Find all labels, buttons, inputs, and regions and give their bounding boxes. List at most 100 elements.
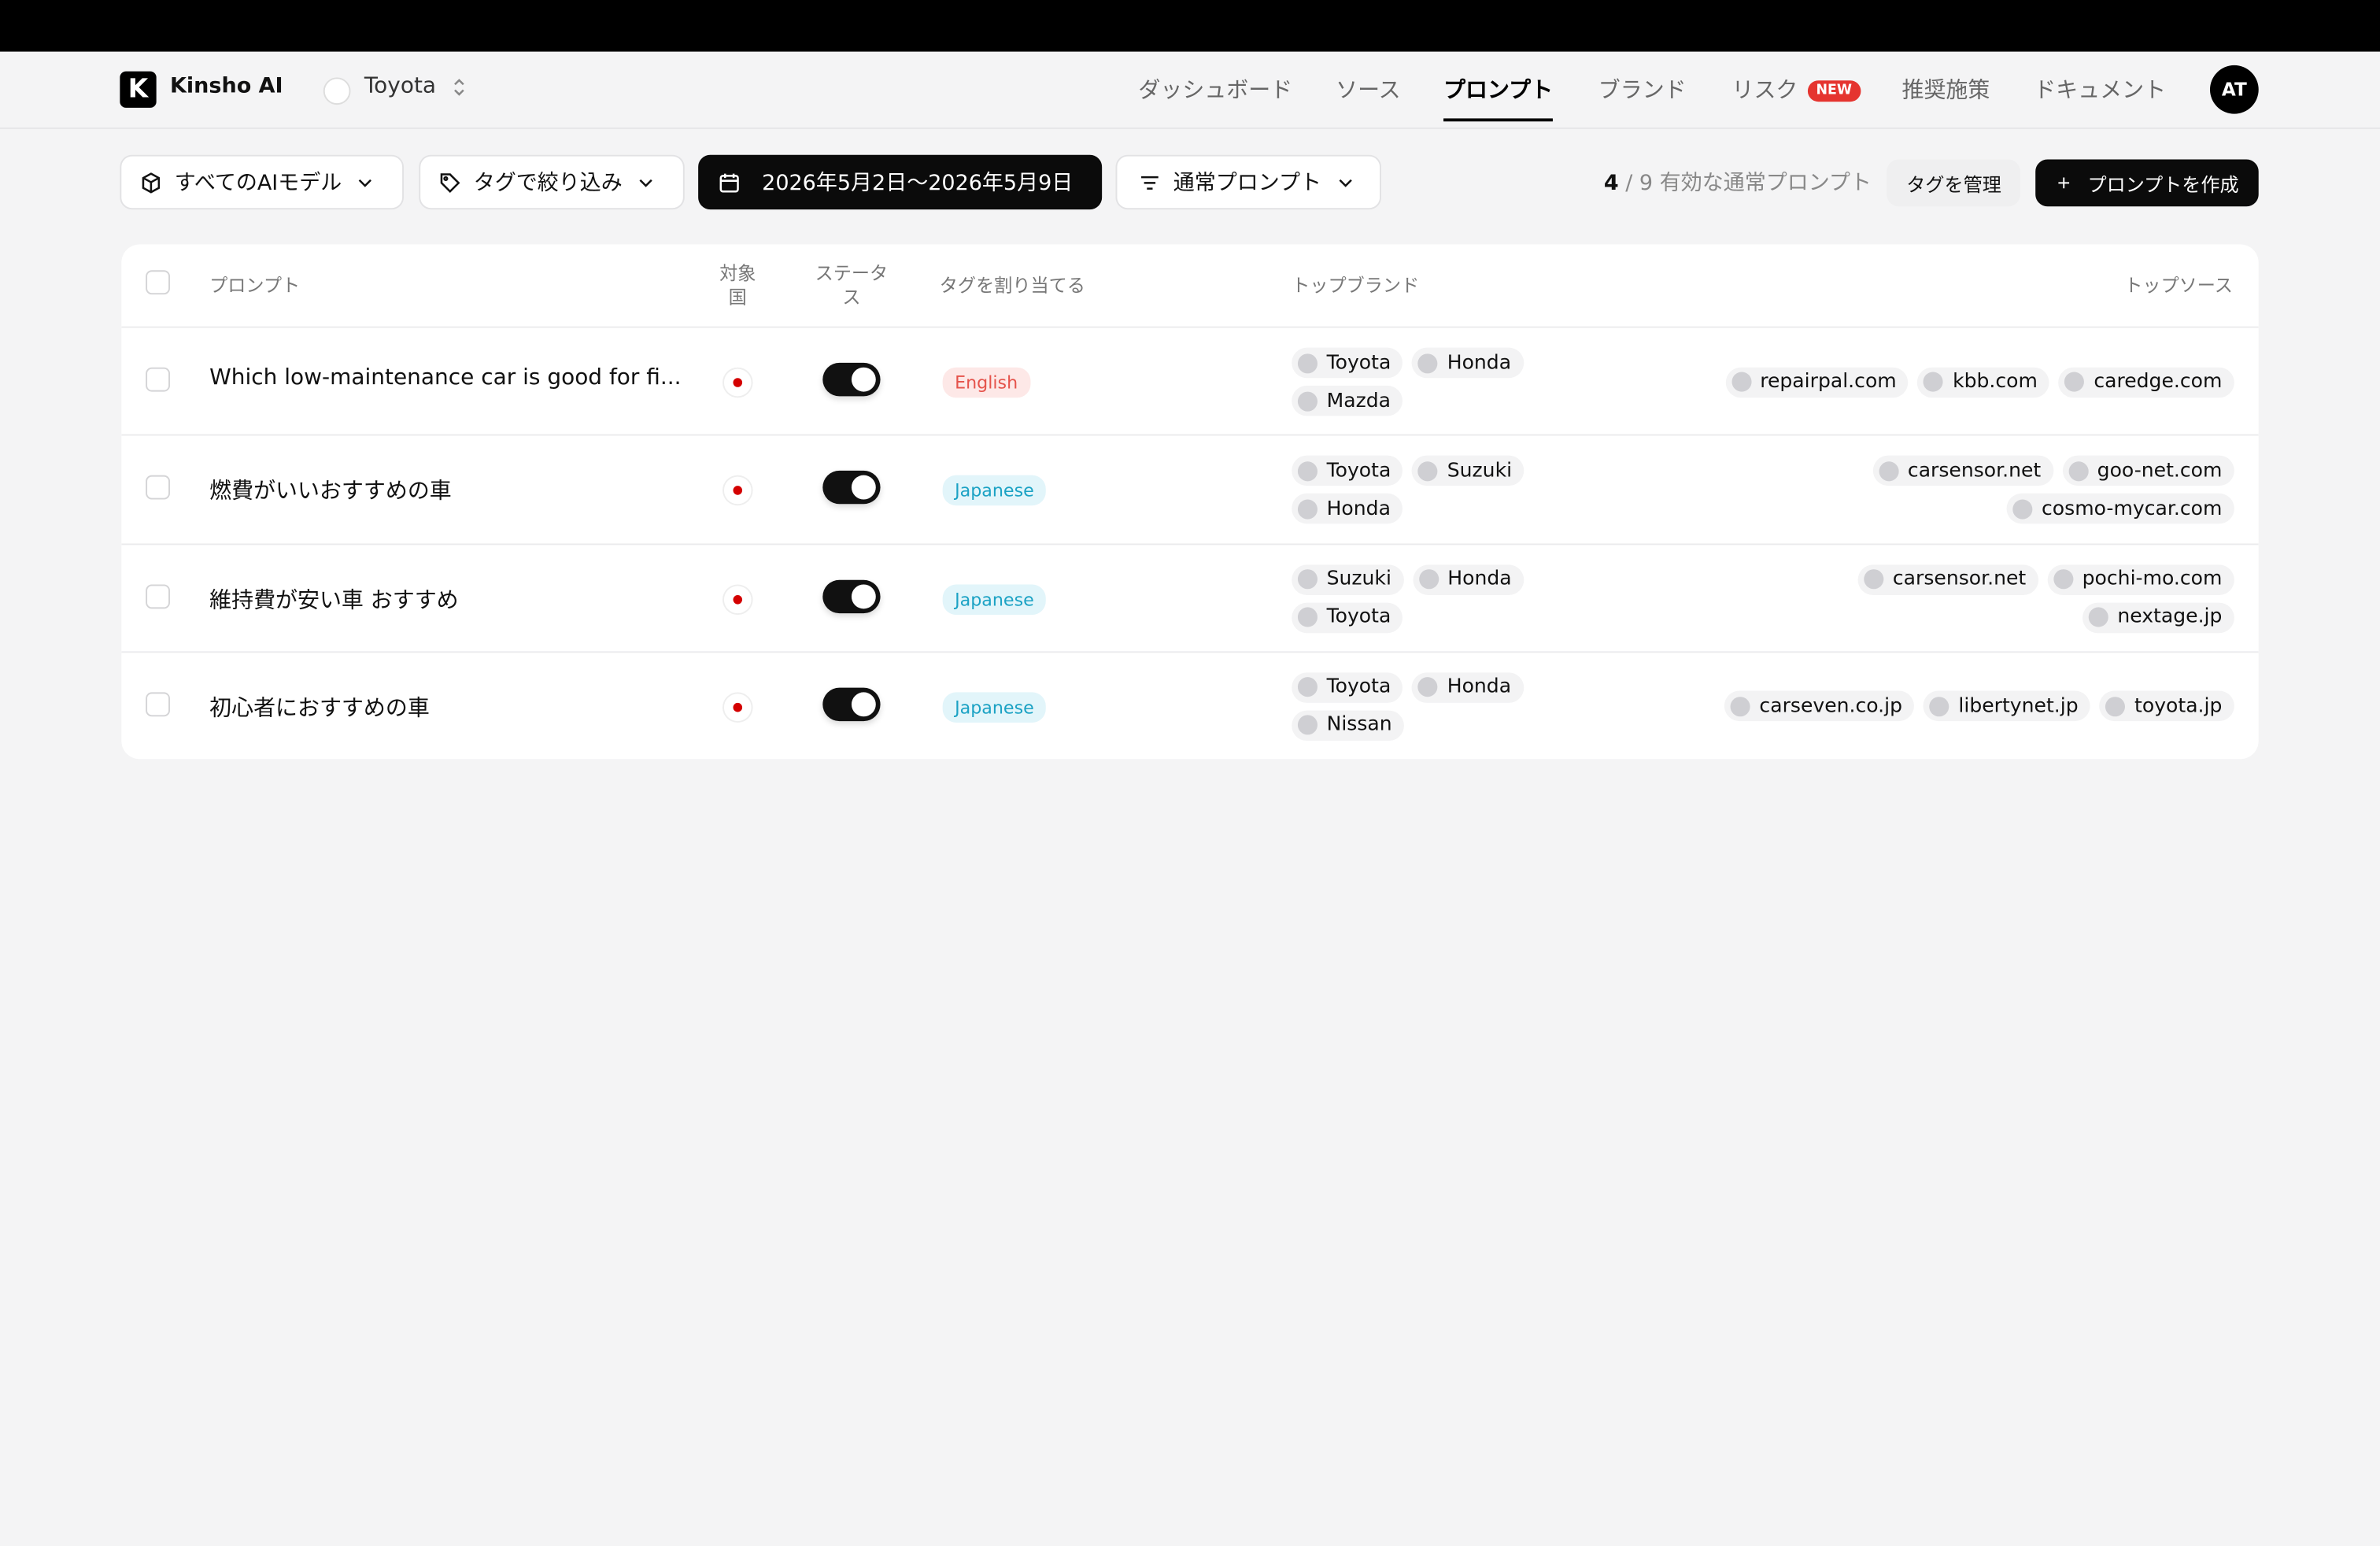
- source-name: pochi-mo.com: [2082, 568, 2223, 591]
- button-label: 2026年5月2日〜2026年5月9日: [762, 171, 1074, 196]
- country-flag: [723, 693, 752, 721]
- nav-label: ソース: [1336, 79, 1401, 104]
- status-toggle[interactable]: [822, 579, 881, 613]
- status-toggle[interactable]: [822, 471, 881, 505]
- nav-label: 推奨施策: [1901, 79, 1990, 104]
- row-checkbox[interactable]: [146, 692, 170, 717]
- toggle-knob: [851, 367, 876, 392]
- tag-icon: [440, 172, 460, 193]
- source-chip: kbb.com: [1917, 366, 2050, 398]
- source-icon: [1731, 372, 1751, 392]
- source-name: toyota.jp: [2134, 695, 2223, 719]
- chevron-icon: [639, 178, 652, 187]
- source-icon: [2064, 372, 2085, 392]
- column-header: トップソース: [2124, 275, 2233, 297]
- source-chip: caredge.com: [2058, 366, 2234, 398]
- nav-link[interactable]: ソース: [1336, 73, 1401, 105]
- source-name: cosmo-mycar.com: [2042, 497, 2223, 521]
- column-header: タグを割り当てる: [939, 275, 1085, 297]
- chevron-icon: [359, 178, 372, 187]
- count-label: 有効な通常プロンプト: [1659, 171, 1872, 196]
- brand-icon: [1297, 569, 1318, 590]
- header: K Kinsho AI Toyota ダッシュボード ソース プロンプト ブランド リスク NE…: [0, 52, 2380, 129]
- brand-chip: Nissan: [1292, 710, 1405, 741]
- country-flag: [723, 368, 752, 397]
- brand-name: Suzuki: [1326, 568, 1391, 591]
- brand-chip: Mazda: [1292, 385, 1403, 416]
- brand-chip: Toyota: [1292, 672, 1403, 703]
- column-header: トップブランド: [1292, 275, 1420, 297]
- nav-link[interactable]: ダッシュボード: [1138, 73, 1292, 105]
- source-name: libertynet.jp: [1958, 695, 2079, 719]
- source-icon: [2012, 499, 2033, 520]
- filter-icon: [1141, 175, 1159, 189]
- source-chip: carsensor.net: [1872, 456, 2053, 486]
- prompt-text: Which low-maintenance car is good for fi…: [209, 365, 682, 390]
- prompt-text: 維持費が安い車 おすすめ: [209, 588, 459, 613]
- create-prompt-button[interactable]: プロンプトを作成: [2035, 159, 2259, 207]
- source-chip: repairpal.com: [1724, 366, 1909, 398]
- nav-label: プロンプト: [1443, 79, 1554, 104]
- brand-chip: Suzuki: [1292, 564, 1404, 595]
- source-icon: [1929, 697, 1949, 717]
- chevron-icon: [1338, 178, 1352, 187]
- brand-name: Kinsho AI: [169, 74, 283, 99]
- workspace-switcher[interactable]: Toyota: [364, 74, 471, 98]
- source-list: carseven.co.jp libertynet.jp toyota.jp: [1718, 691, 2234, 722]
- manage-tags-button[interactable]: タグを管理: [1887, 159, 2020, 207]
- nav-link[interactable]: 推奨施策: [1901, 73, 1990, 105]
- status-toggle[interactable]: [822, 687, 881, 721]
- brand-name: Nissan: [1326, 714, 1392, 738]
- brand-list: Toyota Honda Nissan: [1292, 672, 1535, 741]
- select-all-checkbox[interactable]: [146, 270, 170, 295]
- toggle-knob: [851, 692, 876, 717]
- status-toggle[interactable]: [822, 362, 881, 397]
- row-checkbox[interactable]: [146, 475, 170, 501]
- model-filter[interactable]: すべてのAIモデル: [120, 154, 404, 210]
- source-icon: [2105, 697, 2126, 717]
- brand-name: Toyota: [1326, 605, 1391, 629]
- brand-icon: [1418, 677, 1439, 697]
- brand-icon: [1297, 460, 1318, 481]
- brand-icon: [1297, 353, 1318, 373]
- nav-link[interactable]: ブランド: [1598, 73, 1687, 105]
- source-name: nextage.jp: [2117, 605, 2223, 629]
- tag-filter[interactable]: タグで絞り込み: [419, 154, 685, 210]
- tag-pill: Japanese: [942, 583, 1047, 615]
- avatar[interactable]: AT: [2209, 65, 2259, 114]
- table-row: 初心者におすすめの車 Japanese Toyota Honda Nissan carse…: [121, 651, 2259, 759]
- row-checkbox[interactable]: [146, 583, 170, 608]
- brand-name: Toyota: [1326, 675, 1391, 699]
- brand-chip: Toyota: [1292, 601, 1403, 633]
- brand-icon: [1297, 607, 1318, 627]
- logo: K: [120, 71, 157, 108]
- top-bar: [0, 0, 2380, 52]
- workspace-name: Toyota: [364, 74, 437, 99]
- brand-icon: [1297, 716, 1318, 736]
- source-icon: [2068, 460, 2089, 481]
- source-chip: nextage.jp: [2082, 601, 2234, 633]
- source-name: carsensor.net: [1907, 459, 2042, 483]
- nav-label: リスク: [1731, 79, 1798, 104]
- nav-link[interactable]: リスク NEW: [1731, 73, 1861, 105]
- source-name: carseven.co.jp: [1759, 695, 1903, 719]
- button-label: すべてのAIモデル: [174, 171, 342, 196]
- prompt-type-filter[interactable]: 通常プロンプト: [1115, 154, 1381, 210]
- brand-icon: [1297, 390, 1318, 411]
- active-count: 4 / 9 有効な通常プロンプト: [1604, 167, 1872, 198]
- nav-label: ドキュメント: [2034, 79, 2167, 104]
- brand-icon: [1418, 460, 1439, 481]
- row-checkbox[interactable]: [146, 367, 170, 392]
- toggle-knob: [851, 475, 876, 501]
- date-range[interactable]: 2026年5月2日〜2026年5月9日: [698, 154, 1103, 210]
- prompt-text: 初心者におすすめの車: [209, 697, 430, 721]
- country-flag: [723, 477, 752, 505]
- nav-link[interactable]: ドキュメント: [2034, 73, 2166, 105]
- source-name: kbb.com: [1953, 370, 2038, 394]
- nav-link[interactable]: プロンプト: [1443, 73, 1554, 122]
- brand-icon: [1297, 677, 1318, 697]
- nav-label: ブランド: [1598, 79, 1687, 104]
- prompts-table: プロンプト 対象国 ステータス タグを割り当てる トップブランド トップソース Which …: [121, 244, 2259, 760]
- source-chip: carsensor.net: [1857, 564, 2038, 595]
- plus-icon: [2058, 177, 2070, 189]
